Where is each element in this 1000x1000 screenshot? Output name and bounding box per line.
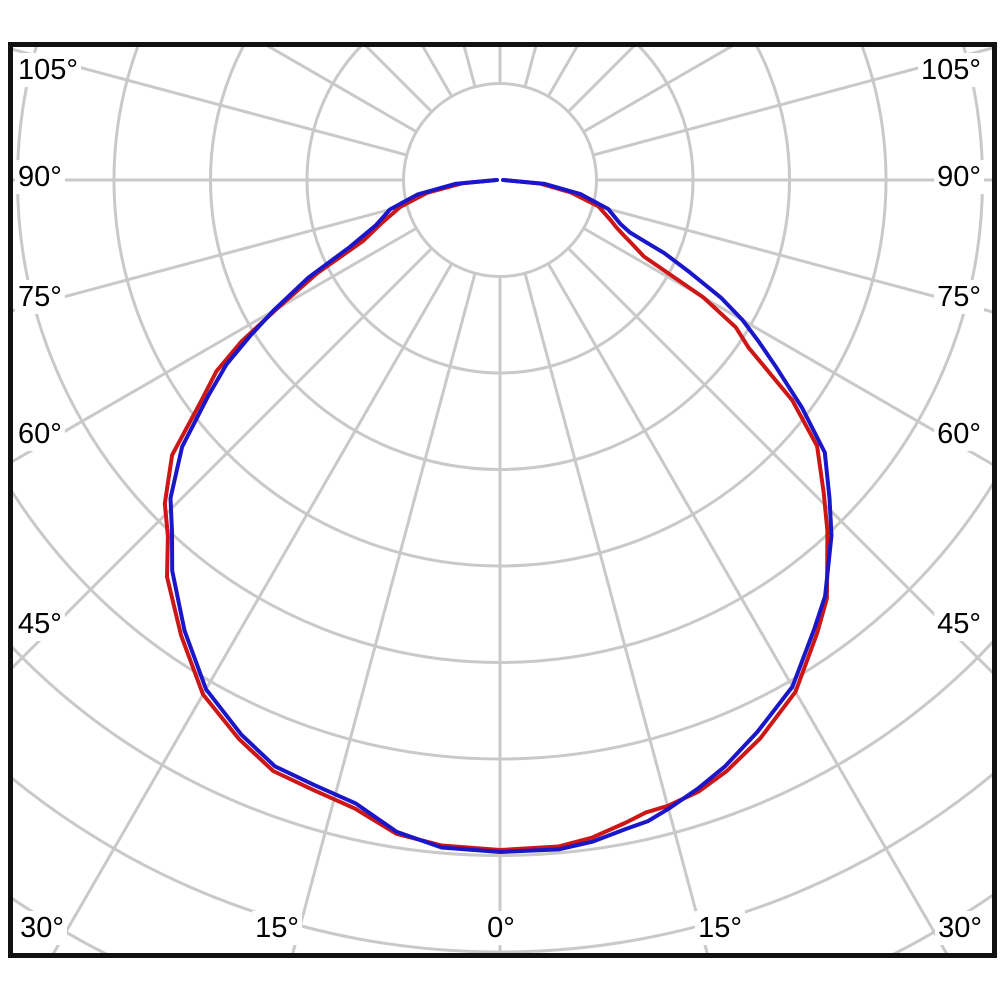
grid-spoke	[291, 272, 477, 953]
angle-label: 45°	[18, 608, 62, 640]
chart-frame	[8, 42, 997, 958]
angle-label: 105°	[921, 54, 981, 86]
angle-label-backing	[918, 53, 984, 87]
angle-label-backing	[15, 417, 65, 451]
angle-label: 15°	[698, 912, 742, 944]
grid-spoke	[582, 226, 992, 466]
angle-label-backing	[934, 160, 984, 194]
angle-label-backing	[17, 911, 67, 945]
angle-label: 30°	[20, 912, 64, 944]
grid-spoke	[592, 47, 992, 157]
angle-label-backing	[935, 911, 985, 945]
angle-label: 45°	[937, 608, 981, 640]
angle-label-backing	[934, 607, 984, 641]
grid-spoke	[51, 262, 454, 953]
angle-label-backing	[15, 607, 65, 641]
grid-spoke	[567, 247, 992, 675]
angle-label: 30°	[938, 912, 982, 944]
grid-spoke	[13, 247, 433, 670]
angle-label-backing	[934, 417, 984, 451]
angle-label: 90°	[18, 161, 62, 193]
angle-label-backing	[15, 280, 65, 314]
angle-label-backing	[15, 160, 65, 194]
angle-label-backing	[695, 911, 745, 945]
grid-spoke	[13, 226, 418, 463]
grid-spoke	[523, 272, 709, 953]
curve-red	[162, 178, 830, 852]
angle-label: 75°	[18, 281, 62, 313]
angle-labels: 105° 90° 75° 60° 45° 105° 90° 75° 60° 45° 30° 15° 0°…	[15, 53, 985, 945]
grid-spoke	[546, 262, 949, 953]
grid-spoke	[592, 203, 992, 314]
angle-label: 60°	[18, 418, 62, 450]
grid-spoke	[13, 203, 408, 313]
angle-label-backing	[484, 911, 518, 945]
grid-ring	[402, 82, 598, 278]
grid-spoke	[13, 47, 408, 157]
angle-label: 105°	[18, 54, 78, 86]
angle-label-backing	[934, 280, 984, 314]
angle-label-backing	[15, 53, 81, 87]
angle-label: 75°	[937, 281, 981, 313]
intensity-curves	[162, 178, 834, 854]
angle-label: 15°	[255, 912, 299, 944]
angle-label: 60°	[937, 418, 981, 450]
angle-label: 90°	[937, 161, 981, 193]
curve-blue	[168, 178, 834, 854]
angle-label-backing	[252, 911, 302, 945]
angle-label: 0°	[487, 912, 515, 944]
